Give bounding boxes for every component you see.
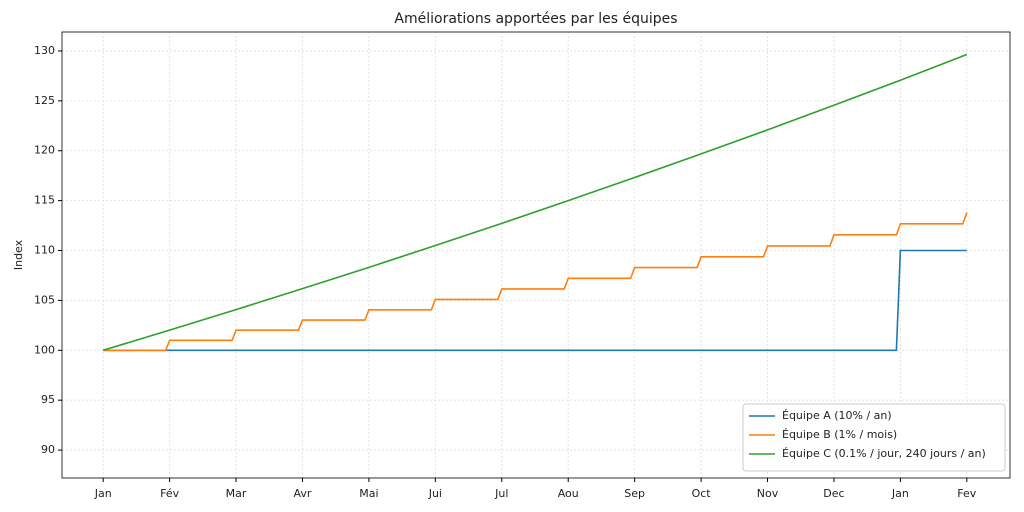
legend-box [742, 403, 1006, 472]
y-tick-label: 125 [34, 94, 55, 107]
y-tick-label: 130 [34, 44, 55, 57]
x-tick-label: Jui [428, 487, 442, 500]
x-tick-label: Jul [494, 487, 508, 500]
y-tick-label: 115 [34, 194, 55, 207]
y-tick-label: 105 [34, 293, 55, 306]
x-tick-label: Oct [692, 487, 712, 500]
legend-label: Équipe A (10% / an) [782, 409, 892, 422]
line-series [103, 249, 967, 352]
x-tick-label: Avr [294, 487, 312, 500]
plot-frame [61, 31, 1011, 479]
line-series [102, 53, 968, 352]
x-tick-label: Jan [94, 487, 112, 500]
legend-label: Équipe C (0.1% / jour, 240 jours / an) [782, 447, 986, 460]
x-tick-label: Jan [891, 487, 909, 500]
x-tick-label: Aou [558, 487, 579, 500]
y-tick-label: 100 [34, 343, 55, 356]
x-tick-label: Dec [823, 487, 844, 500]
x-tick-label: Nov [757, 487, 779, 500]
legend-label: Équipe B (1% / mois) [782, 428, 897, 441]
y-tick-label: 120 [34, 144, 55, 157]
y-tick-label: 110 [34, 244, 55, 257]
y-axis-label: Index [12, 239, 25, 270]
y-tick-label: 90 [41, 443, 55, 456]
x-tick-label: Mar [226, 487, 247, 500]
x-tick-label: Fev [957, 487, 976, 500]
x-tick-label: Fév [160, 487, 179, 500]
y-tick-label: 95 [41, 393, 55, 406]
chart-title: Améliorations apportées par les équipes [394, 11, 677, 27]
x-tick-label: Sep [624, 487, 645, 500]
x-tick-label: Mai [359, 487, 378, 500]
line-series [103, 212, 968, 352]
